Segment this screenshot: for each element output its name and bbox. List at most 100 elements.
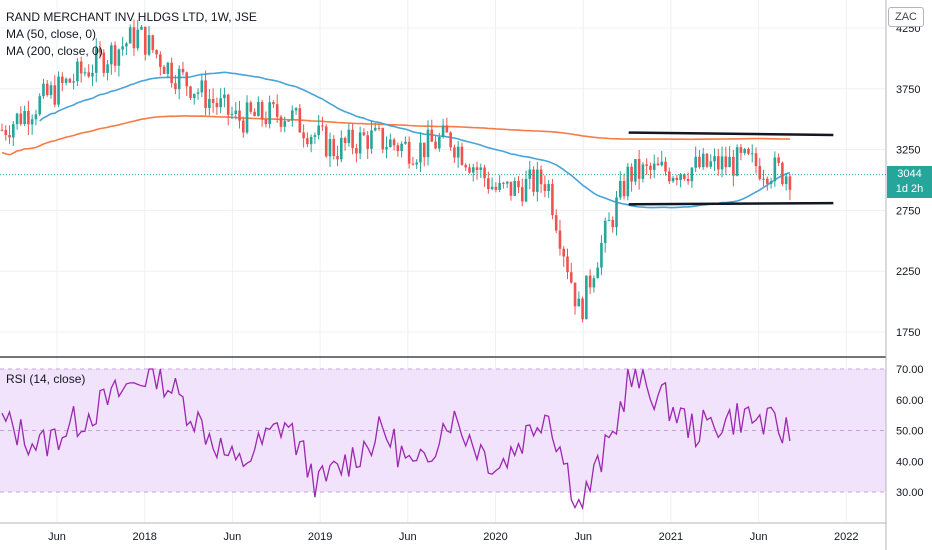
candle-body xyxy=(287,120,290,122)
trendline[interactable] xyxy=(628,131,834,137)
candle-body xyxy=(68,78,72,83)
candle-body xyxy=(34,114,38,120)
candle-body xyxy=(694,156,697,168)
candle-body xyxy=(611,220,615,228)
candle-body xyxy=(192,93,196,99)
candle-body xyxy=(528,169,532,179)
candle-body xyxy=(38,96,41,115)
candle-body xyxy=(166,62,170,74)
candle-body xyxy=(709,161,713,167)
candle-body xyxy=(204,80,207,109)
last-price-value: 3044 xyxy=(897,168,922,180)
rsi-axis-label: 50.00 xyxy=(896,426,924,438)
candle-body xyxy=(547,183,550,191)
candle-body xyxy=(238,110,241,121)
candle-body xyxy=(513,180,517,196)
rsi-legend: RSI (14, close) xyxy=(6,372,86,386)
candle-body xyxy=(245,102,249,133)
candle-body xyxy=(769,181,773,184)
candle-body xyxy=(57,76,60,105)
candle-body xyxy=(27,110,30,125)
candle-body xyxy=(581,298,584,320)
candle-body xyxy=(686,178,690,182)
candle-body xyxy=(4,130,8,136)
candle-body xyxy=(72,81,75,83)
candle-body xyxy=(181,68,185,73)
candle-body xyxy=(313,135,317,137)
ma200-path xyxy=(1,115,790,156)
candle-body xyxy=(464,164,468,168)
candle-body xyxy=(520,187,524,202)
currency-badge[interactable]: ZAC xyxy=(888,7,924,27)
trendlines[interactable] xyxy=(628,131,834,206)
candle-body xyxy=(664,161,667,172)
candle-body xyxy=(698,156,701,168)
candle-body xyxy=(675,177,679,180)
candle-body xyxy=(272,102,275,105)
candle-body xyxy=(0,129,4,131)
price-axis-label: 1750 xyxy=(896,327,920,339)
candle-body xyxy=(223,94,226,99)
trendline[interactable] xyxy=(628,201,834,206)
time-axis-label: Jun xyxy=(399,531,417,543)
candle-body xyxy=(498,182,501,190)
candle-body xyxy=(234,110,238,114)
candle-body xyxy=(8,135,11,138)
rsi-pane xyxy=(0,368,886,493)
candle-body xyxy=(404,141,407,144)
candle-body xyxy=(758,166,762,179)
candle-body xyxy=(494,186,498,190)
candle-body xyxy=(317,125,320,136)
candle-body xyxy=(290,110,294,121)
candle-body xyxy=(389,139,392,148)
candle-body xyxy=(200,80,204,93)
candle-body xyxy=(294,108,298,111)
time-axis-label: 2018 xyxy=(132,531,156,543)
candle-body xyxy=(79,61,83,74)
candle-body xyxy=(155,50,158,55)
candle-body xyxy=(211,98,215,103)
candle-body xyxy=(743,148,746,153)
candle-body xyxy=(652,163,656,170)
candle-body xyxy=(509,181,513,196)
ma50-legend: MA (50, close, 0) xyxy=(6,27,97,41)
candle-body xyxy=(226,94,230,115)
candle-body xyxy=(174,83,177,90)
candle-body xyxy=(332,139,336,157)
candle-body xyxy=(121,46,124,50)
candle-body xyxy=(600,242,603,268)
candle-body xyxy=(381,128,385,150)
time-axis-label: Jun xyxy=(750,531,768,543)
candle-body xyxy=(645,164,648,166)
time-axis-label: Jun xyxy=(574,531,592,543)
candle-body xyxy=(113,45,117,66)
candle-body xyxy=(385,147,388,150)
candle-body xyxy=(517,180,520,188)
candle-body xyxy=(15,113,19,125)
candle-body xyxy=(460,146,464,165)
candle-body xyxy=(49,85,53,95)
candle-body xyxy=(351,129,354,149)
candle-body xyxy=(23,110,26,125)
candle-body xyxy=(309,136,313,145)
candle-body xyxy=(505,181,509,184)
candle-body xyxy=(637,159,641,179)
time-axis-label: Jun xyxy=(48,531,66,543)
candle-body xyxy=(366,135,369,149)
candle-body xyxy=(562,248,566,257)
candle-body xyxy=(83,72,87,74)
candle-body xyxy=(87,72,91,77)
candle-body xyxy=(162,66,166,74)
candle-body xyxy=(53,85,57,105)
candle-body xyxy=(649,165,652,170)
last-price-tag: 3044 1d 2h xyxy=(887,166,932,198)
candle-body xyxy=(140,26,143,30)
candle-body xyxy=(456,146,460,158)
candle-body xyxy=(249,102,253,112)
candle-body xyxy=(147,35,151,55)
candle-body xyxy=(717,156,720,170)
candle-body xyxy=(189,86,192,99)
candle-body xyxy=(264,119,268,125)
